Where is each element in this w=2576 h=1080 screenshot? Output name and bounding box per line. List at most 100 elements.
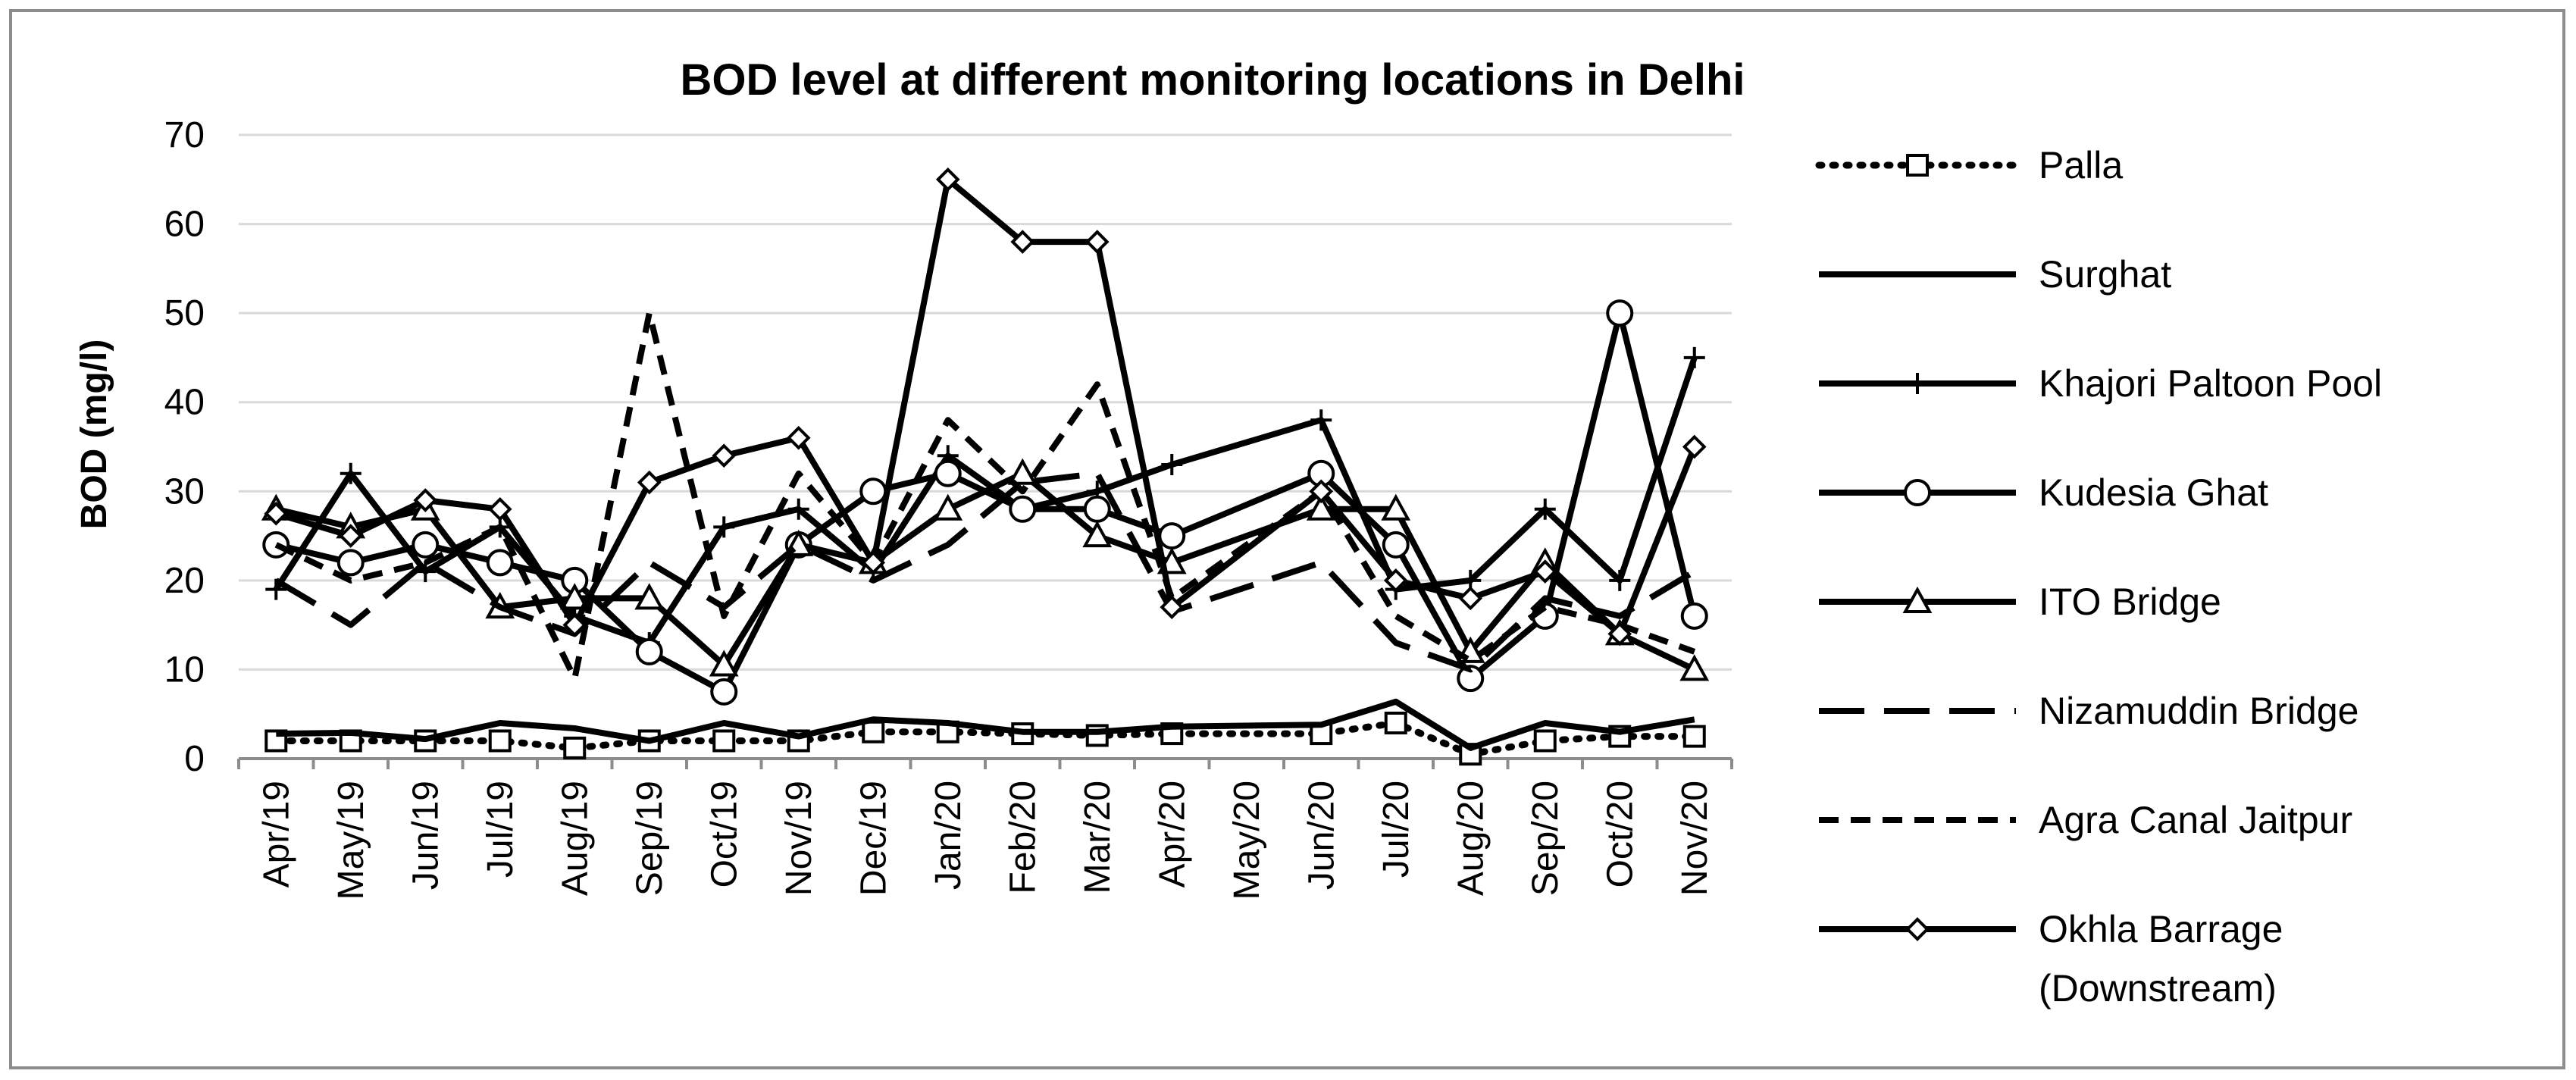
data-point: [1384, 711, 1407, 734]
data-point: [1680, 602, 1708, 630]
data-point: [787, 498, 809, 520]
y-axis-label: BOD (mg/l): [74, 340, 114, 530]
data-point: [712, 443, 737, 468]
data-point: [1009, 495, 1037, 523]
legend-marker: [1902, 586, 1933, 613]
x-tick-label: Feb/20: [1003, 781, 1043, 894]
data-point: [1007, 458, 1038, 485]
legend-item: ITO Bridge: [1819, 581, 2221, 623]
series-0: [264, 711, 1706, 766]
y-tick-label: 10: [164, 650, 205, 690]
legend-item: Palla: [1815, 144, 2123, 186]
data-point: [1383, 568, 1408, 593]
chart-frame: [9, 9, 2565, 1069]
data-point: [1682, 725, 1706, 748]
data-point: [634, 583, 665, 610]
data-point: [1682, 434, 1707, 459]
legend-marker: [1907, 373, 1928, 394]
series-layer: [261, 167, 1710, 766]
legend-marker: [1904, 479, 1931, 506]
y-tick-label: 70: [164, 115, 205, 155]
data-point: [1310, 409, 1332, 431]
data-point: [340, 462, 362, 484]
data-point: [413, 488, 438, 512]
x-tick-label: May/19: [331, 781, 371, 900]
data-point: [786, 425, 811, 450]
data-point: [1160, 595, 1185, 619]
data-point: [862, 720, 885, 743]
data-point: [1532, 559, 1557, 584]
x-tick-label: Jul/19: [480, 781, 521, 878]
data-point: [486, 549, 514, 577]
data-point: [935, 167, 960, 192]
x-tick-label: Jun/20: [1301, 781, 1341, 890]
data-point: [264, 501, 289, 526]
data-point: [336, 549, 365, 577]
legend-marker: [1905, 917, 1930, 941]
x-axis-ticks: Apr/19 May/19 Jun/19 Jul/19 Aug/19 Sep/19 Oct/…: [256, 781, 1715, 900]
data-point: [710, 678, 738, 706]
data-point: [933, 493, 963, 521]
x-tick-label: Aug/19: [555, 781, 595, 896]
data-point: [1010, 230, 1035, 254]
series-line: [273, 356, 1698, 646]
data-point: [1533, 729, 1557, 753]
legend-item: Kudesia Ghat: [1819, 471, 2268, 514]
data-point: [709, 650, 739, 677]
data-point: [934, 459, 962, 487]
x-axis: [237, 757, 1733, 769]
data-point: [412, 531, 440, 559]
data-point: [1606, 299, 1634, 327]
legend-item: Nizamuddin Bridge: [1819, 690, 2358, 732]
series-2: [265, 346, 1705, 654]
data-point: [861, 550, 886, 575]
legend-label: Kudesia Ghat: [2039, 471, 2268, 514]
x-tick-label: Oct/19: [704, 781, 744, 887]
gridlines: [239, 133, 1732, 671]
legend-marker: [1906, 154, 1929, 177]
y-tick-label: 40: [164, 383, 205, 423]
data-point: [1458, 586, 1483, 611]
data-point: [1679, 654, 1710, 681]
series-line: [274, 310, 1696, 682]
data-point: [1158, 522, 1186, 550]
x-tick-label: Oct/20: [1600, 781, 1640, 887]
data-point: [487, 496, 512, 521]
x-tick-label: Jul/20: [1376, 781, 1416, 878]
x-tick-label: Apr/19: [256, 781, 296, 887]
data-point: [1085, 230, 1110, 254]
x-tick-label: Mar/20: [1078, 781, 1118, 894]
data-point: [637, 470, 662, 495]
y-tick-label: 60: [164, 205, 205, 245]
data-point: [563, 736, 587, 759]
data-point: [338, 524, 363, 548]
x-tick-label: Apr/20: [1152, 781, 1192, 887]
y-tick-label: 30: [164, 471, 205, 512]
x-tick-label: Nov/19: [779, 781, 819, 896]
data-point: [559, 583, 590, 610]
x-tick-label: Jun/19: [405, 781, 446, 890]
legend-label: Khajori Paltoon Pool: [2039, 362, 2382, 405]
y-tick-label: 20: [164, 561, 205, 601]
series-5: [274, 470, 1696, 673]
series-1: [276, 698, 1695, 751]
x-tick-label: Aug/20: [1451, 781, 1491, 896]
legend-label: Palla: [2039, 144, 2123, 186]
legend: Palla Surghat Khajori Paltoon Pool Kudesia …: [1815, 144, 2382, 1010]
legend-label: Surghat: [2039, 253, 2171, 296]
data-point: [1306, 493, 1336, 521]
chart-title: BOD level at different monitoring locati…: [680, 55, 1745, 105]
legend-label: (Downstream): [2039, 967, 2277, 1010]
legend-label: ITO Bridge: [2039, 581, 2221, 623]
data-point: [1161, 454, 1183, 476]
data-point: [635, 637, 663, 665]
series-line: [276, 698, 1695, 751]
x-tick-label: Dec/19: [853, 781, 894, 896]
data-point: [1683, 346, 1705, 368]
y-tick-label: 0: [184, 739, 205, 779]
y-tick-label: 50: [164, 293, 205, 333]
data-point: [488, 729, 512, 753]
data-point: [1609, 569, 1631, 591]
data-point: [262, 531, 290, 559]
